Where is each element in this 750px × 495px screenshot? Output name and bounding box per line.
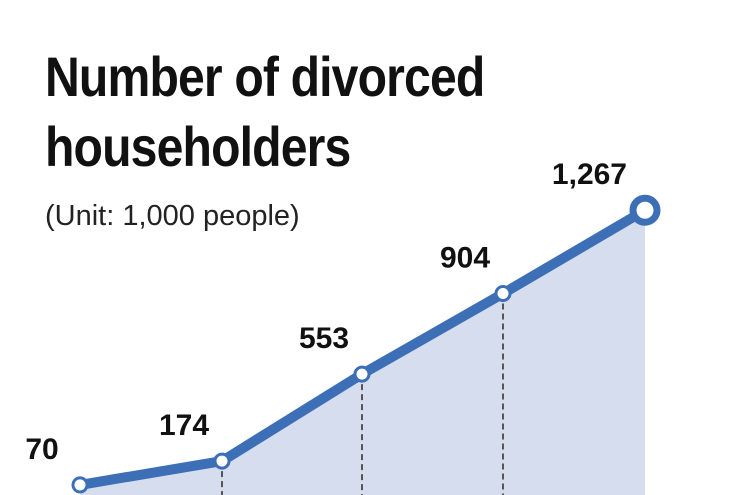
value-label: 174 bbox=[159, 409, 209, 442]
point bbox=[71, 476, 89, 494]
value-label: 70 bbox=[25, 433, 58, 466]
value-label: 904 bbox=[440, 242, 490, 275]
value-label: 1,267 bbox=[552, 158, 627, 191]
chart-title: Number of divorced householders bbox=[45, 45, 485, 178]
point bbox=[629, 194, 661, 226]
point bbox=[213, 452, 231, 470]
chart-subtitle: (Unit: 1,000 people) bbox=[45, 200, 300, 232]
point bbox=[353, 365, 371, 383]
point bbox=[494, 285, 512, 303]
area bbox=[80, 210, 645, 495]
value-label: 553 bbox=[299, 322, 349, 355]
